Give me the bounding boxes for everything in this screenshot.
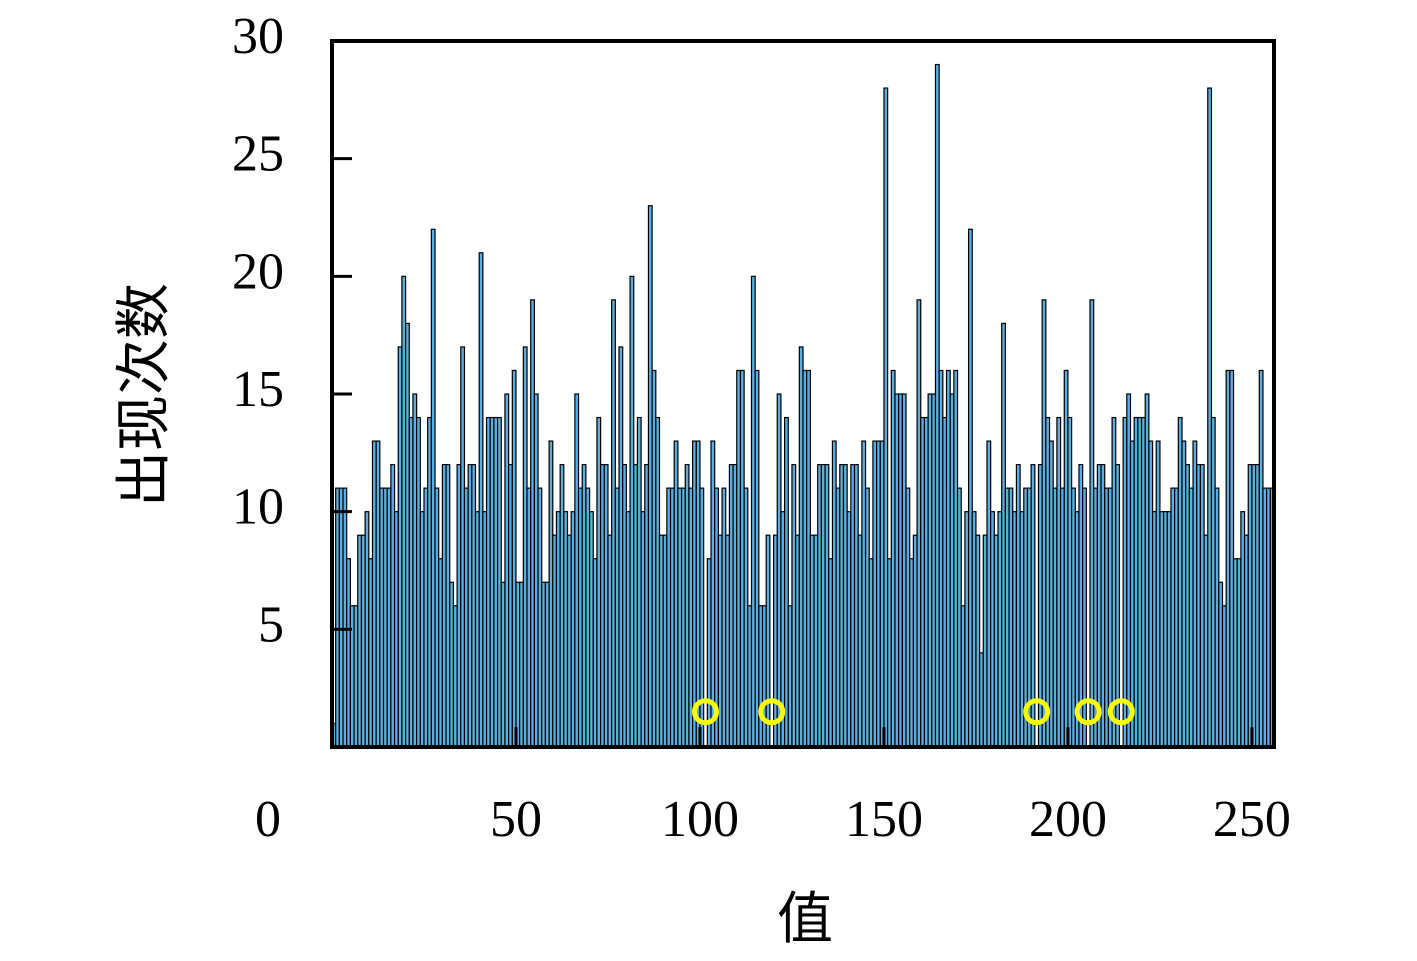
plot-frame (330, 39, 1276, 749)
x-tick-label: 50 (490, 791, 542, 848)
bar (1082, 487, 1087, 748)
y-tick-label: 10 (232, 479, 284, 536)
bar (765, 534, 771, 748)
x-tick-label: 200 (1029, 791, 1107, 848)
y-tick-label: 5 (258, 596, 284, 653)
y-tick-label: 25 (232, 126, 284, 183)
highlight-marker (1107, 698, 1135, 726)
highlight-marker (691, 698, 719, 726)
highlight-marker (1074, 698, 1102, 726)
x-tick-label: 0 (255, 791, 281, 848)
x-tick-label: 150 (845, 791, 923, 848)
highlight-marker (1023, 698, 1051, 726)
y-tick-label: 15 (232, 361, 284, 418)
highlight-marker (758, 698, 786, 726)
bar (699, 487, 705, 748)
x-tick-label: 250 (1213, 791, 1291, 848)
y-axis-label: 出现次数 (114, 283, 176, 507)
x-tick-label: 100 (661, 791, 739, 848)
x-axis-label: 值 (777, 889, 833, 951)
y-tick-label: 30 (232, 8, 284, 65)
y-tick-label: 20 (232, 243, 284, 300)
